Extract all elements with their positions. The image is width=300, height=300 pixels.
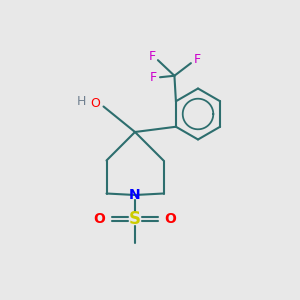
- Text: O: O: [90, 97, 100, 110]
- Text: F: F: [150, 71, 157, 84]
- Text: N: N: [129, 188, 141, 202]
- Text: F: F: [148, 50, 155, 63]
- Text: O: O: [164, 212, 176, 226]
- Text: O: O: [94, 212, 106, 226]
- Text: H: H: [77, 94, 87, 108]
- Text: F: F: [194, 53, 200, 66]
- Text: S: S: [129, 210, 141, 228]
